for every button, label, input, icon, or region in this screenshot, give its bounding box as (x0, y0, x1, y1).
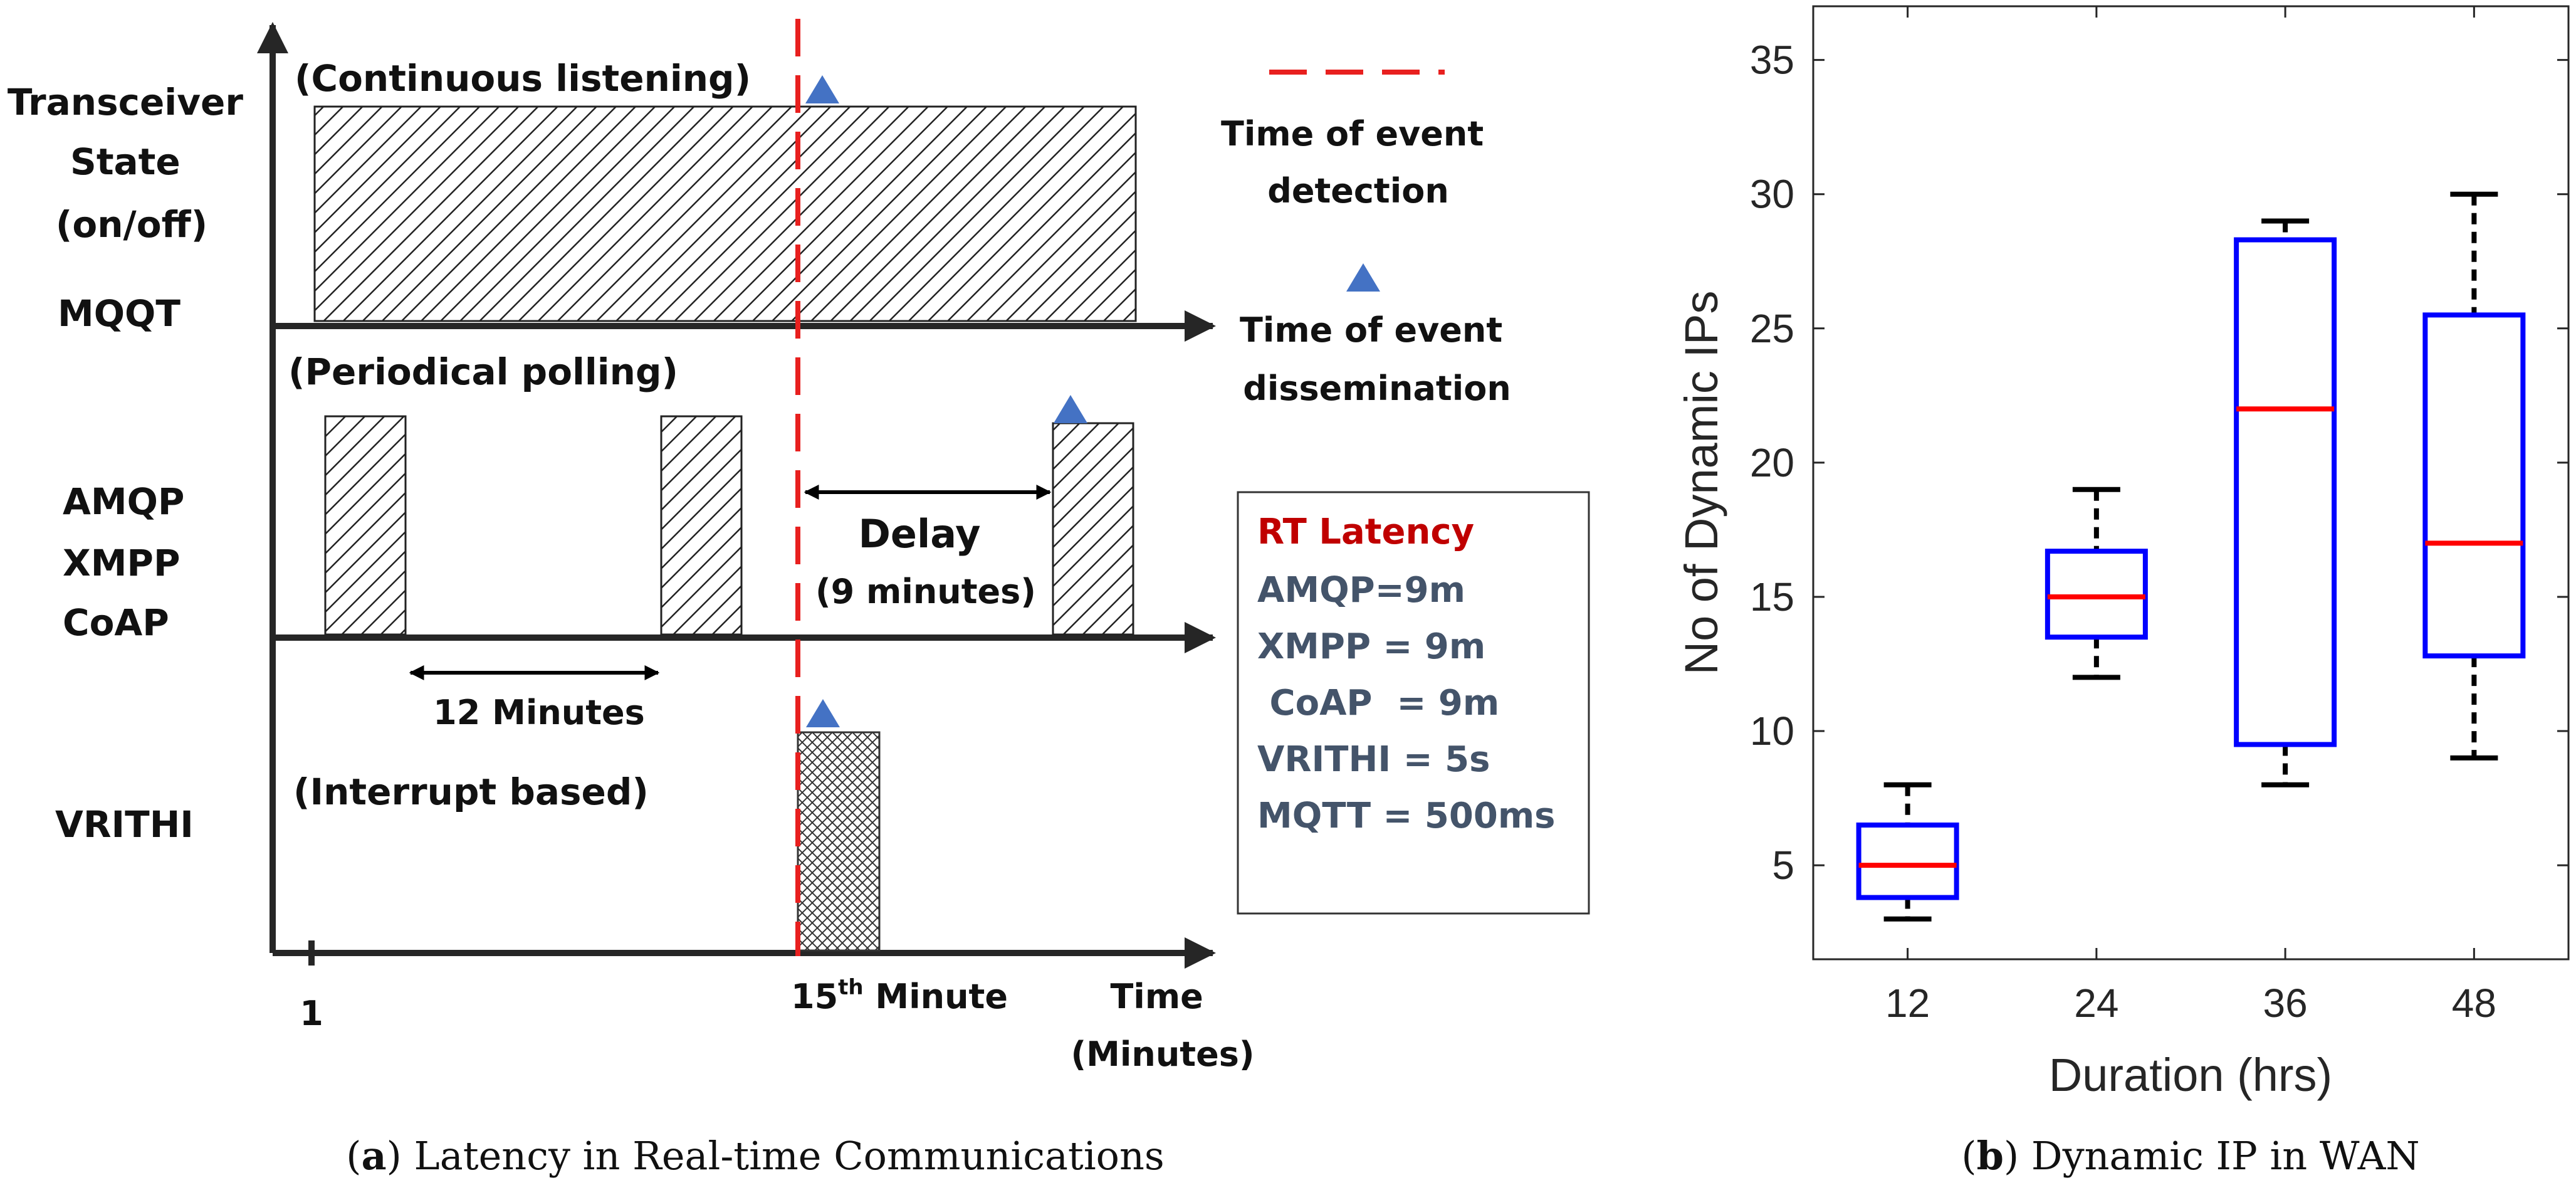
box-iqr (1856, 822, 1959, 900)
caption-b-text: Dynamic IP in WAN (2019, 1133, 2419, 1179)
caption-b-bold: b (1977, 1133, 2004, 1179)
panel-a-diagram: Transceiver State (on/off) MQQT (Continu… (8, 19, 1590, 1179)
box-12 (1856, 782, 1959, 922)
y-tick-label: 35 (1750, 38, 1794, 83)
dissemination-marker-vrithi (806, 699, 840, 727)
x-tick-label: 24 (2074, 981, 2118, 1026)
y-tick-label: 5 (1772, 843, 1794, 888)
x-axis-label: Duration (hrs) (2049, 1049, 2332, 1101)
panel-b-chart: 5 10 15 20 25 30 35 12 24 36 48 No of Dynamic IPs… (1675, 5, 2570, 1179)
state-label-line3: (on/off) (56, 203, 207, 246)
delay-sub-label: (9 minutes) (815, 572, 1036, 611)
dissemination-marker-mqqt (805, 75, 839, 103)
box-iqr (2422, 312, 2526, 659)
x-tick-label: 12 (1885, 981, 1930, 1026)
svg-text:Time of event disseminat: Time of event dissemination (1240, 310, 1514, 408)
continuous-listening-block (313, 105, 1137, 322)
legend-detect-line2: detection (1267, 171, 1449, 211)
box-36 (2234, 218, 2337, 787)
latency-item: MQTT = 500ms (1257, 796, 1556, 836)
svg-text:(b) Dynamic IP in WAN: (b) Dynamic IP in WAN (1961, 1133, 2419, 1179)
x-tick-label: 48 (2452, 981, 2496, 1026)
latency-item: CoAP = 9m (1257, 683, 1499, 724)
delay-label: Delay (858, 511, 980, 557)
svg-text:Time of event detection: Time of event detection (1221, 114, 1495, 211)
caption-a-text: Latency in Real-time Communications (402, 1133, 1165, 1179)
tick-15-sup: th (838, 975, 863, 1000)
tick-15-rest: Minute (864, 977, 1008, 1016)
box-iqr (2045, 549, 2148, 640)
dissemination-marker-polling (1054, 395, 1087, 423)
y-axis-label: No of Dynamic IPs (1675, 291, 1727, 675)
legend-dissem-line1: Time of event (1240, 310, 1502, 350)
y-tick-label: 30 (1750, 172, 1794, 217)
svg-text:15th Minute: 15th Minute (791, 975, 1008, 1016)
continuous-label: (Continuous listening) (295, 57, 751, 100)
legend-detect-line1: Time of event (1221, 114, 1484, 154)
box-48 (2422, 191, 2526, 761)
polling-block-3 (1052, 422, 1134, 636)
svg-text:Time (Minutes): Time (Minutes) (1071, 977, 1254, 1074)
time-label-line1: Time (1110, 977, 1203, 1016)
state-label-line2: State (70, 140, 181, 183)
time-label-line2: (Minutes) (1071, 1034, 1254, 1074)
xmpp-label: XMPP (63, 542, 180, 584)
polling-block-2 (660, 415, 743, 636)
periodical-label: (Periodical polling) (288, 350, 678, 393)
interrupt-block (797, 731, 881, 952)
svg-text:Transceiver State: Transceiver State (on/off) (8, 81, 256, 246)
latency-item: XMPP = 9m (1257, 626, 1485, 667)
latency-box (1237, 491, 1590, 915)
latency-item: VRITHI = 5s (1257, 739, 1490, 780)
caption-a-bold: a (361, 1133, 386, 1179)
twelve-minutes-label: 12 Minutes (433, 693, 645, 732)
tick-15-number: 15 (791, 977, 838, 1016)
legend-dissem-marker (1346, 263, 1380, 292)
polling-block-1 (324, 415, 407, 636)
coap-label: CoAP (63, 601, 169, 644)
y-tick-label: 10 (1750, 708, 1794, 754)
y-tick-label: 20 (1750, 440, 1794, 485)
svg-text:(a) Latency in Real-time Commu: (a) Latency in Real-time Communications (346, 1133, 1165, 1179)
state-label-line1: Transceiver (8, 81, 243, 124)
svg-text:AMQP=9m XMPP = 9m: AMQP=9m XMPP = 9m CoAP = 9m VRITHI = 5s … (1257, 570, 1556, 836)
amqp-label: AMQP (63, 480, 184, 523)
box-iqr (2234, 237, 2337, 747)
x-tick-label: 36 (2263, 981, 2308, 1026)
legend-dissem-line2: dissemination (1243, 369, 1511, 408)
tick-1-label: 1 (300, 994, 323, 1033)
latency-item: AMQP=9m (1257, 570, 1465, 611)
y-tick-label: 15 (1750, 574, 1794, 619)
box-24 (2045, 487, 2148, 680)
latency-title: RT Latency (1257, 512, 1474, 552)
y-tick-label: 25 (1750, 306, 1794, 351)
mqqt-label: MQQT (58, 292, 181, 335)
interrupt-label: (Interrupt based) (293, 771, 649, 813)
vrithi-label: VRITHI (55, 803, 194, 846)
